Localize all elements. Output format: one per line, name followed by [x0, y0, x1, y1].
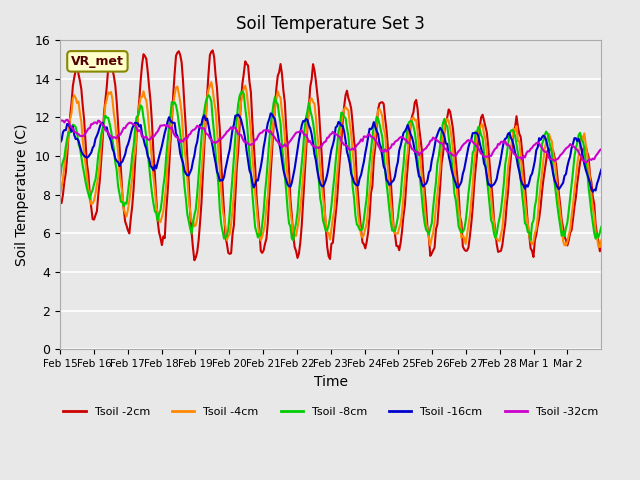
Line: Tsoil -32cm: Tsoil -32cm [60, 120, 601, 162]
Tsoil -16cm [92, 136, 99, 142]
Tsoil -4cm [524, 221, 532, 227]
Tsoil -32cm [597, 146, 605, 152]
Tsoil -32cm [336, 134, 344, 140]
Tsoil -4cm [207, 79, 215, 85]
Tsoil -4cm [597, 238, 605, 243]
Tsoil -4cm [75, 99, 83, 105]
Y-axis label: Soil Temperature (C): Soil Temperature (C) [15, 123, 29, 266]
Tsoil -4cm [56, 192, 64, 197]
Tsoil -32cm [76, 133, 84, 139]
Tsoil -4cm [92, 191, 99, 197]
Tsoil -32cm [596, 147, 604, 153]
Tsoil -32cm [582, 159, 589, 165]
Tsoil -32cm [56, 118, 64, 123]
Tsoil -4cm [444, 116, 451, 121]
Tsoil -4cm [336, 139, 344, 144]
Tsoil -2cm [596, 248, 604, 254]
Tsoil -2cm [92, 212, 99, 218]
Tsoil -16cm [524, 184, 532, 190]
Tsoil -32cm [93, 121, 100, 127]
Tsoil -2cm [209, 48, 216, 53]
Tsoil -16cm [336, 120, 344, 126]
Tsoil -16cm [596, 171, 604, 177]
Line: Tsoil -4cm: Tsoil -4cm [60, 82, 601, 247]
Title: Soil Temperature Set 3: Soil Temperature Set 3 [236, 15, 425, 33]
Tsoil -8cm [597, 224, 605, 230]
Tsoil -8cm [56, 175, 64, 180]
Tsoil -2cm [75, 71, 83, 77]
Tsoil -2cm [56, 200, 64, 206]
Tsoil -8cm [596, 229, 604, 235]
Tsoil -2cm [191, 257, 198, 263]
Line: Tsoil -8cm: Tsoil -8cm [60, 92, 601, 240]
Tsoil -32cm [63, 117, 71, 122]
Tsoil -4cm [596, 244, 604, 250]
Tsoil -8cm [445, 134, 452, 140]
Tsoil -32cm [524, 148, 532, 154]
Line: Tsoil -16cm: Tsoil -16cm [60, 113, 601, 192]
Tsoil -8cm [337, 110, 345, 116]
Tsoil -16cm [444, 141, 451, 147]
Tsoil -16cm [267, 110, 275, 116]
Tsoil -8cm [92, 177, 99, 182]
Tsoil -32cm [444, 149, 451, 155]
Tsoil -2cm [525, 232, 533, 238]
X-axis label: Time: Time [314, 374, 348, 389]
Text: VR_met: VR_met [71, 55, 124, 68]
Tsoil -16cm [56, 140, 64, 145]
Line: Tsoil -2cm: Tsoil -2cm [60, 50, 601, 260]
Tsoil -2cm [445, 107, 452, 112]
Tsoil -16cm [589, 189, 596, 194]
Tsoil -16cm [75, 138, 83, 144]
Tsoil -8cm [75, 141, 83, 147]
Tsoil -4cm [595, 244, 602, 250]
Tsoil -2cm [337, 140, 345, 145]
Tsoil -8cm [525, 229, 533, 235]
Tsoil -16cm [597, 167, 605, 172]
Tsoil -8cm [239, 89, 246, 95]
Tsoil -8cm [289, 238, 297, 243]
Tsoil -2cm [597, 246, 605, 252]
Legend: Tsoil -2cm, Tsoil -4cm, Tsoil -8cm, Tsoil -16cm, Tsoil -32cm: Tsoil -2cm, Tsoil -4cm, Tsoil -8cm, Tsoi… [59, 402, 602, 421]
